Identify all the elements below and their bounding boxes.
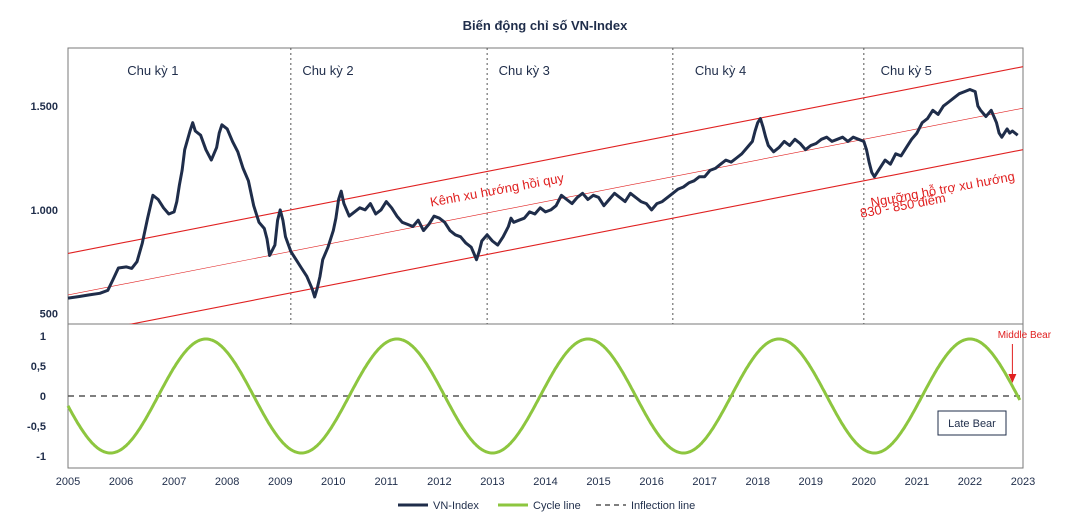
cycle-label: Chu kỳ 1 [127,63,178,78]
legend-inflection-label: Inflection line [631,500,695,512]
x-tick: 2007 [162,476,186,488]
vnindex-line [67,88,1019,300]
cycle-line [66,337,1022,455]
late-bear-box [937,410,1007,436]
x-tick: 2013 [480,476,504,488]
x-tick: 2006 [109,476,133,488]
x-tick: 2005 [56,476,80,488]
x-tick: 2018 [745,476,769,488]
cycle-label: Chu kỳ 2 [302,63,353,78]
middle-bear-arrow-head [1008,374,1017,383]
x-tick: 2008 [215,476,239,488]
x-tick: 2009 [268,476,292,488]
legend-vnindex-label: VN-Index [433,500,479,512]
x-tick: 2014 [533,476,557,488]
y-tick-bottom: -0,5 [27,421,46,433]
y-tick-bottom: 1 [40,331,46,343]
channel-upper-line [68,66,1023,254]
channel-middle-line [68,107,1023,296]
chart-title: Biến động chỉ số VN-Index [463,18,628,33]
x-tick: 2019 [799,476,823,488]
x-axis: 2005 2006 2007 2008 2009 2010 2011 2012 2013 2014… [56,476,1035,488]
top-panel: 500 1.000 1.500 Chu kỳ 1 Chu kỳ 2 Chu kỳ 3 Chu… [30,48,1023,324]
x-tick: 2012 [427,476,451,488]
y-tick-top: 1.500 [30,101,58,113]
x-tick: 2020 [852,476,876,488]
x-tick: 2021 [905,476,929,488]
cycle-label: Chu kỳ 3 [499,63,550,78]
x-tick: 2011 [375,476,399,488]
channel-annotation: Kênh xu hướng hồi quy [429,170,566,210]
channel-lower-line [128,149,1023,324]
middle-bear-label: Middle Bear [998,330,1052,341]
x-tick: 2023 [1011,476,1035,488]
x-tick: 2017 [692,476,716,488]
cycle-label: Chu kỳ 4 [695,63,746,78]
y-tick-bottom: 0,5 [31,361,46,373]
y-tick-top: 1.000 [30,205,58,217]
y-tick-top: 500 [40,309,58,321]
late-bear-label: Late Bear [948,418,996,430]
y-tick-bottom: -1 [36,451,46,463]
x-tick: 2016 [639,476,663,488]
cycle-label: Chu kỳ 5 [881,63,932,78]
x-tick: 2015 [586,476,610,488]
y-tick-bottom: 0 [40,391,46,403]
legend: VN-Index Cycle line Inflection line [398,500,695,512]
regression-channel [68,66,1023,324]
bottom-panel: 1 0,5 0 -0,5 -1 Middle Bear Late Bear [27,330,1052,463]
legend-cycle-label: Cycle line [533,500,581,512]
x-tick: 2022 [958,476,982,488]
x-tick: 2010 [321,476,345,488]
